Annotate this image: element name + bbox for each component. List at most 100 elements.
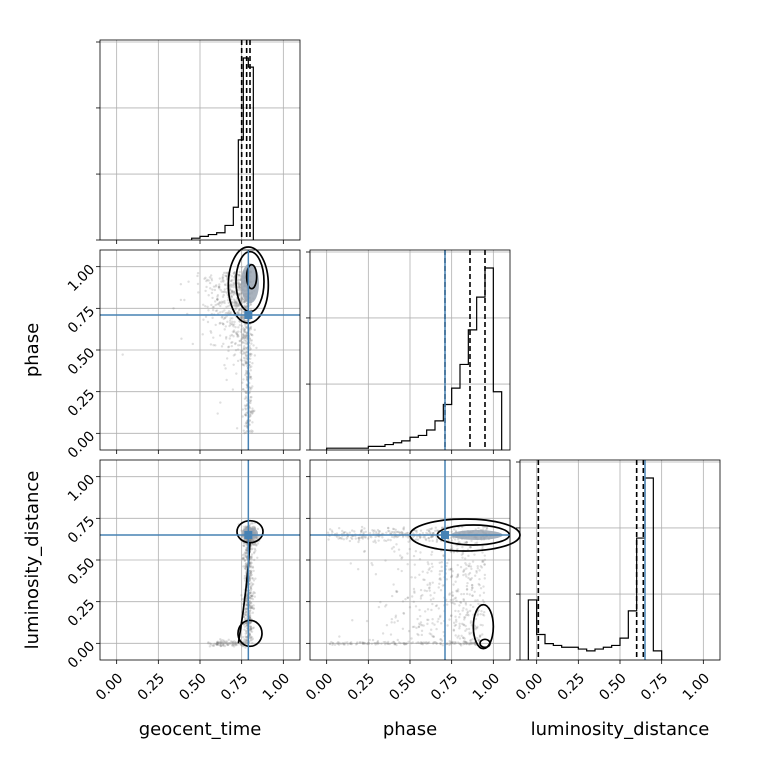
sample-point — [222, 293, 225, 297]
sample-point — [251, 577, 255, 580]
sample-point — [245, 335, 248, 338]
sample-point — [429, 598, 433, 601]
sample-point — [382, 640, 385, 644]
contour-core-lower-luminosity_distance-vs-phase — [479, 638, 491, 649]
sample-point — [243, 341, 246, 345]
sample-point — [245, 361, 249, 364]
sample-point — [326, 531, 330, 534]
sample-point — [447, 558, 450, 562]
sample-point — [248, 366, 252, 369]
sample-point — [249, 630, 252, 633]
sample-point — [449, 568, 452, 571]
sample-point — [248, 360, 252, 364]
sample-point — [459, 643, 462, 646]
sample-point — [400, 556, 404, 559]
sample-point — [224, 367, 227, 370]
sample-point — [449, 641, 452, 644]
sample-point — [454, 623, 458, 627]
sample-point — [458, 625, 461, 628]
sample-point — [239, 642, 242, 646]
sample-point — [238, 292, 241, 296]
sample-point — [446, 624, 449, 627]
sample-point — [242, 363, 245, 366]
sample-point — [384, 605, 387, 608]
sample-point — [250, 604, 254, 608]
sample-point — [432, 531, 435, 535]
sample-point — [392, 640, 395, 644]
sample-point — [482, 600, 486, 604]
sample-point — [427, 641, 431, 644]
sample-point — [233, 282, 236, 285]
sample-point — [249, 589, 252, 593]
sample-point — [242, 347, 246, 350]
sample-point — [482, 528, 485, 531]
sample-point — [238, 273, 241, 277]
sample-point — [223, 316, 227, 320]
sample-point — [413, 563, 416, 566]
sample-point — [426, 571, 429, 574]
sample-point — [408, 547, 411, 551]
x-tick-label: 0.00 — [303, 670, 336, 703]
sample-point — [456, 590, 460, 593]
sample-point — [462, 623, 466, 627]
sample-point — [249, 605, 253, 608]
sample-point — [400, 557, 403, 560]
sample-point — [452, 629, 456, 632]
sample-point — [251, 594, 254, 598]
sample-point — [395, 543, 398, 546]
sample-point — [464, 601, 467, 605]
sample-point — [424, 537, 427, 541]
sample-point — [236, 335, 239, 338]
sample-point — [233, 284, 236, 287]
sample-point — [238, 293, 241, 296]
sample-point — [239, 289, 242, 292]
sample-point — [249, 339, 252, 342]
sample-point — [442, 630, 445, 634]
sample-point — [216, 293, 220, 297]
x-tick-label: 0.75 — [218, 670, 251, 703]
sample-point — [429, 527, 433, 531]
sample-point — [406, 552, 409, 555]
sample-point — [389, 538, 392, 542]
sample-point — [235, 302, 238, 305]
sample-point — [232, 293, 235, 296]
sample-point — [371, 528, 374, 532]
sample-point — [470, 641, 474, 645]
sample-point — [422, 536, 425, 539]
sample-point — [240, 316, 243, 319]
sample-point — [418, 536, 422, 539]
sample-point — [245, 556, 249, 560]
sample-point — [250, 409, 254, 413]
sample-point — [233, 640, 236, 643]
sample-point — [341, 529, 344, 533]
sample-point — [205, 285, 208, 289]
sample-point — [244, 339, 248, 343]
sample-point — [250, 387, 253, 390]
sample-point — [206, 278, 209, 282]
sample-point — [238, 285, 242, 288]
sample-point — [233, 642, 237, 646]
sample-point — [250, 410, 253, 414]
sample-point — [394, 642, 397, 645]
sample-point — [392, 545, 395, 549]
sample-point — [243, 525, 246, 528]
sample-point — [388, 642, 392, 646]
sample-point — [406, 563, 409, 566]
sample-point — [464, 640, 467, 644]
sample-point — [244, 525, 248, 528]
sample-point — [219, 644, 223, 648]
sample-point — [475, 636, 479, 640]
sample-point — [215, 641, 219, 645]
sample-point — [468, 546, 472, 549]
sample-point — [470, 641, 473, 644]
sample-point — [462, 636, 465, 639]
sample-point — [422, 641, 426, 644]
sample-point — [475, 569, 478, 573]
sample-point — [343, 643, 346, 646]
sample-point — [402, 642, 406, 645]
sample-point — [204, 304, 207, 308]
sample-point — [219, 304, 222, 308]
sample-point — [219, 642, 223, 646]
histogram-luminosity_distance — [527, 477, 663, 660]
sample-point — [454, 641, 458, 644]
